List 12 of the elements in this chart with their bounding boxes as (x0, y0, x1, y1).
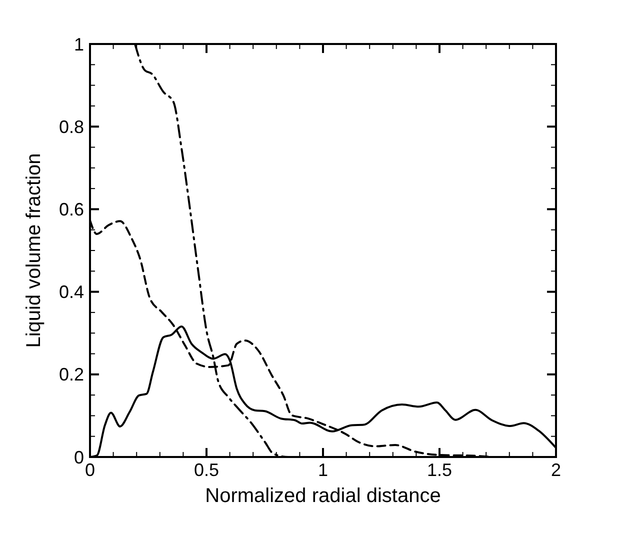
x-axis-title: Normalized radial distance (205, 485, 441, 507)
x-tick-label: 1.5 (426, 460, 452, 480)
x-tick-label: 2 (550, 460, 562, 480)
y-tick-label: 1 (74, 34, 84, 54)
y-tick-label: 0.8 (58, 116, 84, 137)
y-tick-label: 0 (74, 447, 84, 468)
y-tick-label: 0.6 (58, 200, 84, 220)
y-tick-label: 0.4 (58, 282, 84, 302)
y-tick-label: 0.2 (58, 364, 84, 385)
y-axis-title: Liquid volume fraction (23, 153, 45, 348)
x-tick-label: 0.5 (194, 460, 220, 480)
x-tick-label: 1 (318, 460, 328, 480)
